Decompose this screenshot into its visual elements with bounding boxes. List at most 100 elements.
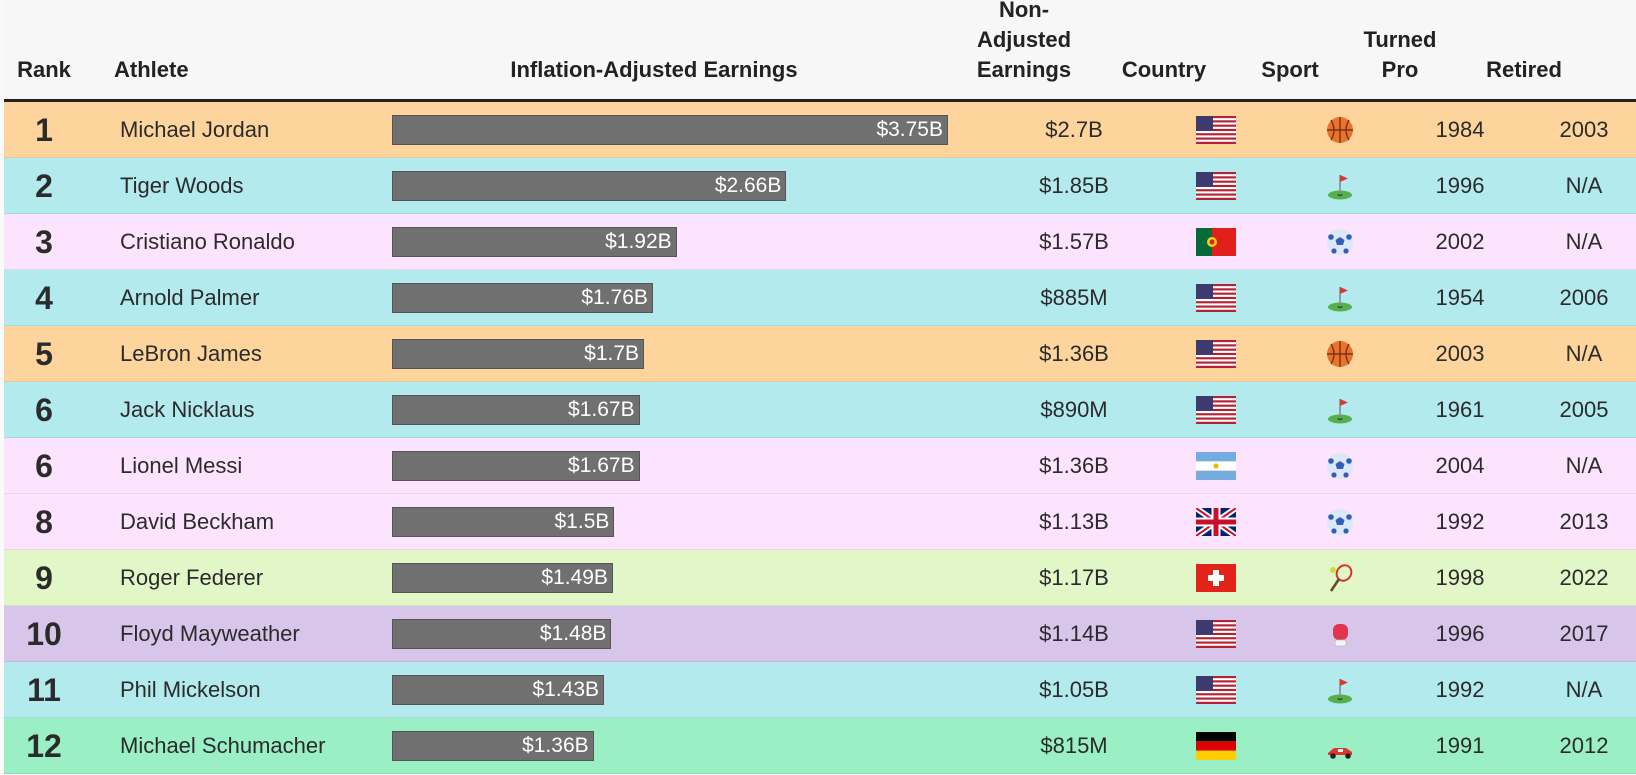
earnings-bar: $2.66B — [392, 171, 787, 201]
header-rank[interactable]: Rank — [17, 57, 71, 82]
header-non-adjusted[interactable]: Non- Adjusted Earnings — [964, 0, 1084, 85]
non-adjusted-earnings: $1.13B — [1039, 509, 1109, 534]
header-athlete[interactable]: Athlete — [114, 57, 189, 82]
golf-icon — [1328, 679, 1352, 704]
bar-cell: $1.67B — [392, 438, 1012, 494]
sport-icon-cell — [1320, 158, 1360, 214]
header-inflation-adjusted[interactable]: Inflation-Adjusted Earnings — [510, 57, 798, 82]
bar-cell: $1.48B — [392, 606, 1012, 662]
non-adjusted-earnings: $815M — [1040, 733, 1108, 758]
earnings-bar: $1.67B — [392, 395, 640, 425]
country-flag — [1194, 214, 1238, 270]
retired-year: 2012 — [1559, 733, 1609, 758]
racing-icon — [1328, 748, 1352, 759]
retired-year: 2017 — [1559, 621, 1609, 646]
turned-pro-year: 1954 — [1435, 285, 1485, 310]
non-adjusted-earnings: $1.36B — [1039, 341, 1109, 366]
non-adjusted-earnings: $1.17B — [1039, 565, 1109, 590]
country-flag — [1194, 662, 1238, 718]
country-flag — [1194, 438, 1238, 494]
de-flag-icon — [1196, 732, 1236, 760]
tennis-icon — [1329, 564, 1353, 592]
athlete-name: Floyd Mayweather — [120, 621, 300, 646]
rank-cell: 4 — [35, 279, 53, 316]
gb-flag-icon — [1196, 508, 1236, 536]
turned-pro-year: 1984 — [1435, 117, 1485, 142]
bar-cell: $1.49B — [392, 550, 1012, 606]
athlete-name: Roger Federer — [120, 565, 264, 590]
sport-icon-cell — [1320, 494, 1360, 550]
rank-cell: 3 — [35, 223, 53, 260]
bar-cell: $1.36B — [392, 718, 1012, 774]
country-flag — [1194, 270, 1238, 326]
country-flag — [1194, 494, 1238, 550]
non-adjusted-earnings: $885M — [1040, 285, 1108, 310]
bar-cell: $1.43B — [392, 662, 1012, 718]
non-adjusted-earnings: $1.14B — [1039, 621, 1109, 646]
us-flag-icon — [1196, 284, 1236, 312]
bar-cell: $1.5B — [392, 494, 1012, 550]
retired-year: 2006 — [1559, 285, 1609, 310]
country-flag — [1194, 606, 1238, 662]
sport-icon-cell — [1320, 214, 1360, 270]
athlete-name: Lionel Messi — [120, 453, 243, 478]
bar-cell: $1.67B — [392, 382, 1012, 438]
table-row[interactable]: 10 Floyd Mayweather $1.48B $1.14B 1996 2017 — [4, 606, 1636, 662]
us-flag-icon — [1196, 396, 1236, 424]
country-flag — [1194, 102, 1238, 158]
sport-icon-cell — [1320, 382, 1360, 438]
table-row[interactable]: 5 LeBron James $1.7B $1.36B 2003 N/A — [4, 326, 1636, 382]
earnings-bar: $1.92B — [392, 227, 677, 257]
sport-icon-cell — [1320, 718, 1360, 774]
retired-year: 2005 — [1559, 397, 1609, 422]
non-adjusted-earnings: $2.7B — [1045, 117, 1103, 142]
table-row[interactable]: 9 Roger Federer $1.49B $1.17B 1998 2022 — [4, 550, 1636, 606]
turned-pro-year: 1961 — [1435, 397, 1485, 422]
header-sport[interactable]: Sport — [1261, 57, 1319, 82]
rank-cell: 6 — [35, 391, 53, 428]
header-non-adjusted-line2: Adjusted — [976, 27, 1072, 52]
sport-icon-cell — [1320, 606, 1360, 662]
bar-cell: $3.75B — [392, 102, 1012, 158]
golf-icon — [1328, 287, 1352, 312]
soccer-icon — [1327, 509, 1353, 535]
table-row[interactable]: 6 Jack Nicklaus $1.67B $890M 1961 2005 — [4, 382, 1636, 438]
table-row[interactable]: 6 Lionel Messi $1.67B $1.36B 2004 N/A — [4, 438, 1636, 494]
earnings-bar: $3.75B — [392, 115, 948, 145]
sport-icon-cell — [1320, 550, 1360, 606]
us-flag-icon — [1196, 172, 1236, 200]
athlete-name: Jack Nicklaus — [120, 397, 255, 422]
turned-pro-year: 1998 — [1435, 565, 1485, 590]
table-row[interactable]: 11 Phil Mickelson $1.43B $1.05B 1992 N/A — [4, 662, 1636, 718]
earnings-table: Rank Athlete Inflation-Adjusted Earnings… — [4, 0, 1636, 774]
non-adjusted-earnings: $1.05B — [1039, 677, 1109, 702]
table-row[interactable]: 1 Michael Jordan $3.75B $2.7B 1984 2003 — [4, 102, 1636, 158]
rank-cell: 6 — [35, 447, 53, 484]
table-row[interactable]: 12 Michael Schumacher $1.36B $815M 1991 2012 — [4, 718, 1636, 774]
retired-year: 2003 — [1559, 117, 1609, 142]
athlete-name: David Beckham — [120, 509, 275, 534]
turned-pro-year: 2002 — [1435, 229, 1485, 254]
us-flag-icon — [1196, 676, 1236, 704]
table-row[interactable]: 8 David Beckham $1.5B $1.13B 1992 2013 — [4, 494, 1636, 550]
athlete-name: Arnold Palmer — [120, 285, 260, 310]
table-row[interactable]: 4 Arnold Palmer $1.76B $885M 1954 2006 — [4, 270, 1636, 326]
table-body: 1 Michael Jordan $3.75B $2.7B 1984 2003 2 Tiger… — [4, 102, 1636, 774]
header-country[interactable]: Country — [1121, 57, 1207, 82]
rank-cell: 1 — [35, 111, 53, 148]
country-flag — [1194, 550, 1238, 606]
non-adjusted-earnings: $1.36B — [1039, 453, 1109, 478]
header-non-adjusted-line3: Earnings — [976, 57, 1072, 82]
table-row[interactable]: 3 Cristiano Ronaldo $1.92B $1.57B 2002 N/A — [4, 214, 1636, 270]
earnings-bar: $1.48B — [392, 619, 612, 649]
table-row[interactable]: 2 Tiger Woods $2.66B $1.85B 1996 N/A — [4, 158, 1636, 214]
header-retired[interactable]: Retired — [1486, 57, 1562, 82]
non-adjusted-earnings: $1.85B — [1039, 173, 1109, 198]
retired-year: N/A — [1565, 173, 1603, 198]
turned-pro-year: 1996 — [1435, 621, 1485, 646]
earnings-bar: $1.5B — [392, 507, 615, 537]
header-turned-pro[interactable]: Turned Pro — [1350, 25, 1450, 85]
turned-pro-year: 1992 — [1435, 677, 1485, 702]
sport-icon-cell — [1320, 662, 1360, 718]
rank-cell: 11 — [27, 671, 61, 708]
